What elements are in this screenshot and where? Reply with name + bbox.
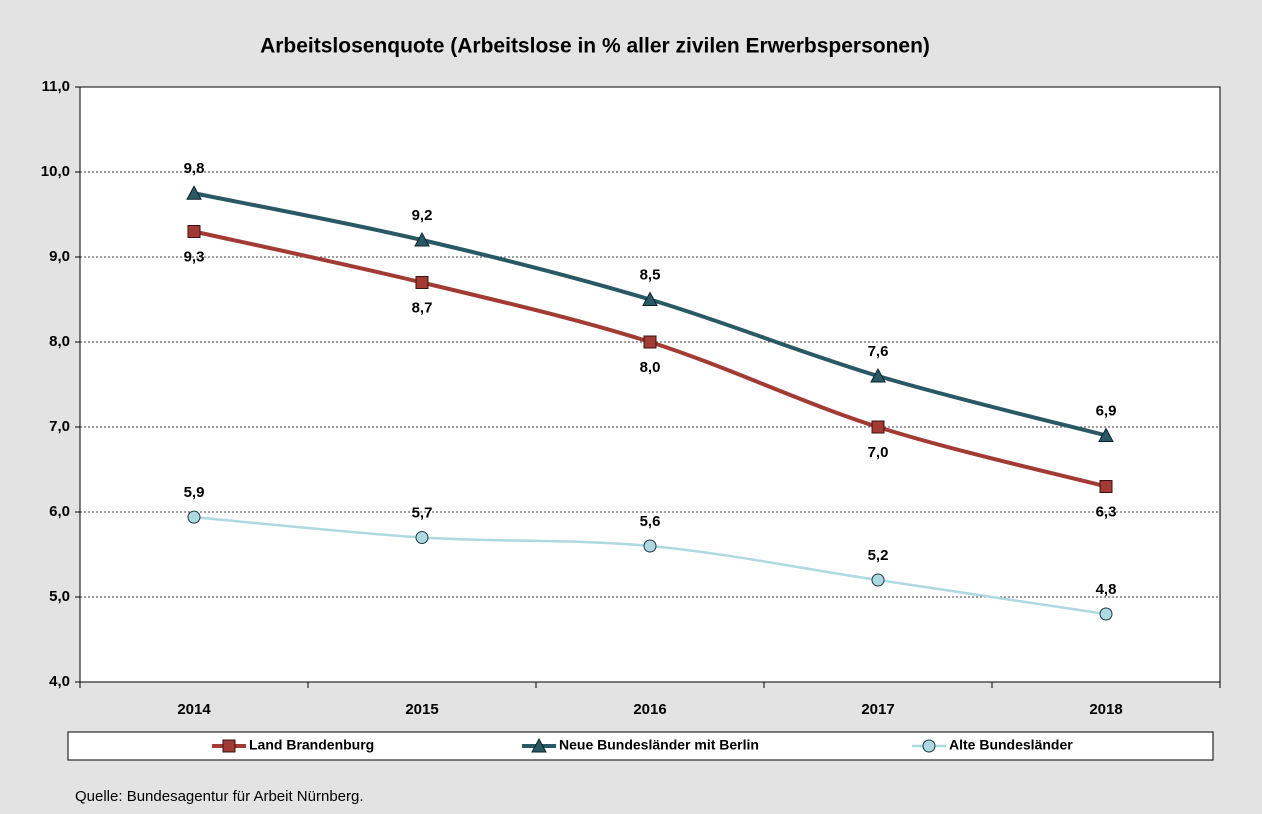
plot-area [79,86,1221,683]
data-point [871,420,885,434]
source-note: Quelle: Bundesagentur für Arbeit Nürnber… [75,788,364,805]
data-label: 9,8 [184,160,205,177]
data-point [187,510,201,524]
data-point [1099,480,1113,493]
chart-title: Arbeitslosenquote (Arbeitslose in % alle… [260,35,930,58]
legend-label: Neue Bundesländer mit Berlin [559,737,759,753]
data-point [414,231,430,247]
legend-swatch-marker [922,739,936,753]
data-label: 9,2 [412,207,433,224]
data-label: 6,3 [1096,503,1117,520]
data-point [642,291,658,306]
data-point [415,531,429,544]
data-label: 7,6 [868,343,889,360]
y-tick-label: 8,0 [49,333,70,350]
data-point [415,276,429,289]
data-label: 5,9 [184,484,205,501]
data-label: 8,7 [412,299,433,316]
legend-label: Alte Bundesländer [949,737,1073,753]
legend-label: Land Brandenburg [249,737,374,753]
data-label: 9,3 [184,248,205,265]
data-label: 8,5 [640,266,661,283]
x-tick-label: 2017 [861,701,894,718]
data-label: 5,7 [412,504,433,521]
x-tick-label: 2016 [633,701,666,718]
y-tick-label: 10,0 [41,163,70,180]
data-point [186,185,202,200]
data-point [870,367,886,383]
data-point [187,225,201,238]
data-label: 8,0 [640,359,661,376]
data-label: 7,0 [868,444,889,461]
data-point [1099,607,1113,621]
data-point [871,573,885,587]
data-label: 6,9 [1096,402,1117,419]
y-tick-label: 5,0 [49,588,70,605]
data-point [643,335,657,349]
y-tick-label: 11,0 [42,78,70,95]
y-tick-label: 7,0 [49,418,70,435]
y-tick-label: 4,0 [49,673,70,690]
data-label: 5,6 [640,513,661,530]
y-tick-label: 9,0 [49,248,70,265]
x-tick-label: 2015 [405,701,438,718]
data-label: 4,8 [1096,581,1117,598]
data-point [643,539,657,553]
y-tick-label: 6,0 [49,503,70,520]
legend-swatch-marker [222,739,236,753]
legend-box [67,731,1214,761]
x-tick-label: 2018 [1089,701,1122,718]
data-point [1098,427,1114,442]
data-label: 5,2 [868,547,889,564]
x-tick-label: 2014 [177,701,211,718]
legend-swatch-marker [531,737,547,753]
